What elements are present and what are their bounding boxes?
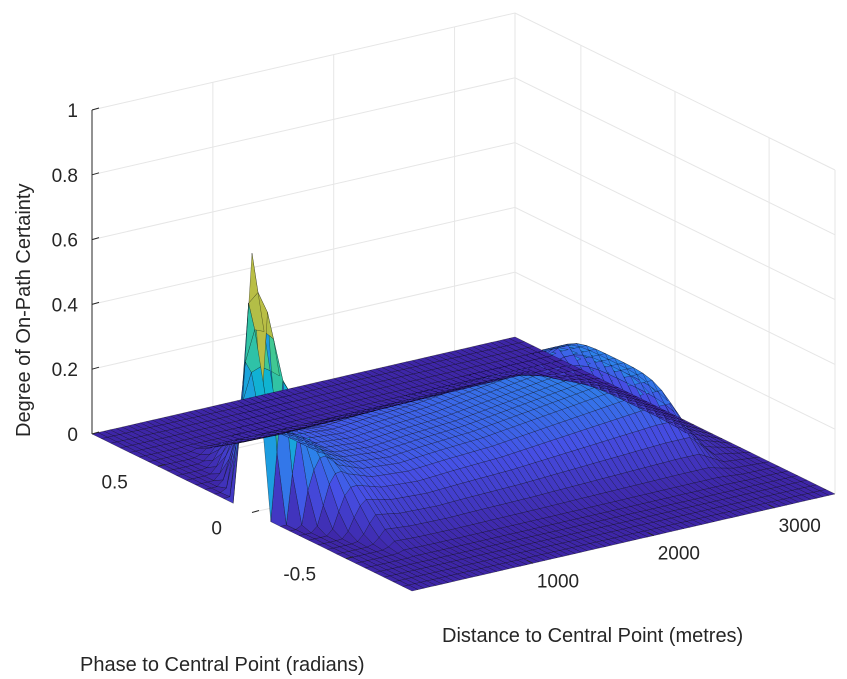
y-tick-label: 0 [211, 519, 222, 540]
gridline-z [91, 12, 836, 171]
y-tick-mark [251, 510, 260, 513]
x-axis-label: Distance to Central Point (metres) [442, 625, 743, 647]
z-tick-label: 1 [67, 101, 78, 122]
gridline-z [91, 142, 836, 301]
z-tick-mark [91, 366, 100, 370]
y-tick-mark [157, 463, 166, 467]
x-tick-label: 2000 [658, 544, 700, 565]
z-tick-mark [91, 107, 100, 111]
z-tick-label: 0.8 [52, 166, 78, 187]
x-tick-label: 3000 [779, 516, 821, 537]
z-tick-mark [91, 237, 100, 241]
surface-mesh [91, 253, 836, 592]
z-tick-label: 0.2 [52, 360, 78, 381]
x-tick-mark [768, 504, 775, 509]
gridline-z [91, 77, 836, 236]
z-tick-mark [91, 431, 100, 435]
z-axis-label: Degree of On-Path Certainty [13, 184, 35, 437]
y-tick-mark [345, 556, 354, 560]
z-tick-label: 0.6 [52, 231, 78, 252]
x-tick-label: 1000 [537, 571, 579, 592]
y-tick-label: 0.5 [101, 472, 127, 493]
y-tick-label: -0.5 [283, 565, 316, 586]
z-tick-label: 0.4 [52, 295, 79, 316]
z-tick-mark [91, 172, 100, 176]
axes: 0 0.2 0.4 0.6 0.8 1 1000 2000 3000 0.5 0 -0.5 [52, 101, 821, 592]
x-tick-mark [647, 532, 654, 537]
gridline-z [91, 206, 836, 365]
y-axis-label: Phase to Central Point (radians) [80, 654, 365, 676]
z-tick-label: 0 [67, 425, 78, 446]
z-tick-mark [91, 301, 100, 305]
x-tick-mark [526, 559, 534, 564]
